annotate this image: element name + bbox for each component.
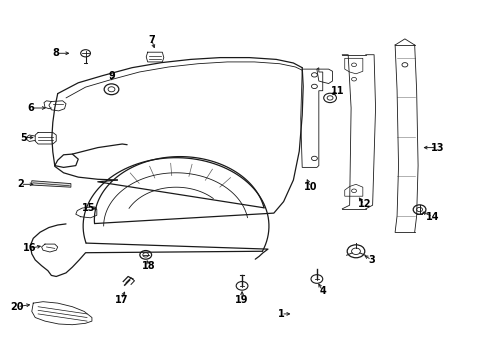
- Text: 3: 3: [367, 255, 374, 265]
- Text: 12: 12: [357, 199, 370, 210]
- Text: 20: 20: [10, 302, 24, 312]
- Text: 16: 16: [22, 243, 36, 253]
- Text: 5: 5: [20, 132, 27, 143]
- Text: 6: 6: [27, 103, 34, 113]
- Text: 10: 10: [303, 182, 317, 192]
- Text: 1: 1: [277, 309, 284, 319]
- Text: 7: 7: [148, 35, 155, 45]
- Text: 17: 17: [114, 294, 128, 305]
- Text: 13: 13: [430, 143, 444, 153]
- Text: 4: 4: [319, 286, 325, 296]
- Polygon shape: [32, 181, 71, 187]
- Text: 15: 15: [82, 203, 96, 213]
- Text: 18: 18: [142, 261, 156, 271]
- Text: 11: 11: [330, 86, 344, 96]
- Text: 19: 19: [235, 294, 248, 305]
- Text: 8: 8: [53, 48, 60, 58]
- Text: 14: 14: [425, 212, 439, 222]
- Text: 2: 2: [17, 179, 24, 189]
- Text: 9: 9: [108, 71, 115, 81]
